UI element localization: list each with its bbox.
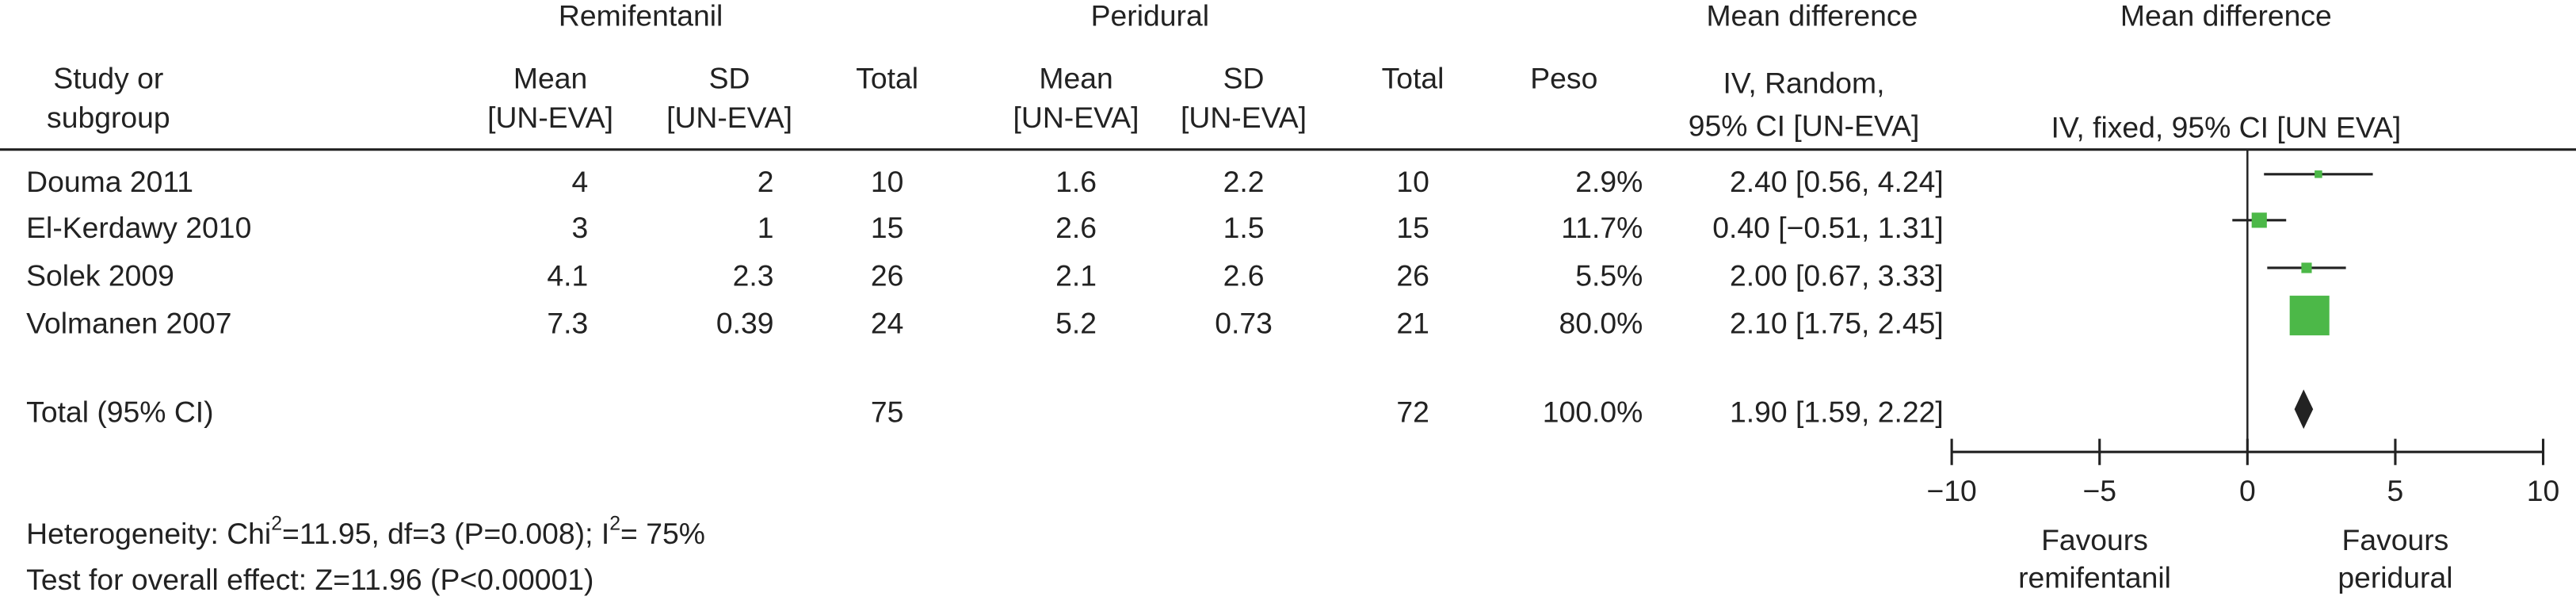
column-header: Study or	[53, 61, 163, 94]
weight-square	[2289, 296, 2330, 336]
table-cell: 10	[871, 165, 904, 198]
table-cell: 2.6	[1055, 211, 1097, 244]
table-cell: 2.2	[1223, 165, 1265, 198]
table-cell: 3	[571, 211, 588, 244]
x-tick-label: 0	[2239, 474, 2256, 507]
overall-effect: Test for overall effect: Z=11.96 (P<0.00…	[26, 563, 593, 596]
text-part: Heterogeneity: Chi	[26, 517, 271, 550]
column-header: Total	[1382, 61, 1444, 94]
superscript: 2	[609, 512, 620, 534]
table-cell: 26	[871, 258, 904, 292]
weight-label: 2.9%	[1575, 165, 1643, 198]
table-cell: 24	[871, 306, 904, 339]
ci-label: 2.10 [1.75, 2.45]	[1730, 306, 1944, 339]
weight-square	[2315, 170, 2322, 178]
column-header: IV, Random,	[1723, 67, 1885, 100]
group-header: Remifentanil	[559, 0, 723, 32]
weight-square	[2301, 262, 2312, 273]
table-cell: 4	[571, 165, 588, 198]
column-header: SD	[1223, 61, 1265, 94]
column-header: [UN-EVA]	[666, 101, 792, 134]
favours-left: remifentanil	[2018, 561, 2171, 594]
table-cell: 0.39	[716, 306, 774, 339]
column-header: Total	[856, 61, 918, 94]
table-cell: 2.6	[1223, 258, 1265, 292]
column-header: Mean	[513, 61, 587, 94]
table-cell: 26	[1396, 258, 1429, 292]
table-cell: 10	[1396, 165, 1429, 198]
superscript: 2	[271, 512, 282, 534]
x-tick-label: 5	[2387, 474, 2404, 507]
column-header: Mean	[1039, 61, 1112, 94]
table-cell: 15	[871, 211, 904, 244]
table-cell: 2.1	[1055, 258, 1097, 292]
favours-right: peridural	[2337, 561, 2452, 594]
ci-label: 2.40 [0.56, 4.24]	[1730, 165, 1944, 198]
study-name: Volmanen 2007	[26, 306, 231, 339]
total-diamond	[2294, 389, 2314, 430]
favours-left: Favours	[2041, 523, 2148, 556]
study-name: El-Kerdawy 2010	[26, 211, 251, 244]
column-header: [UN-EVA]	[1013, 101, 1139, 134]
table-cell: 1	[758, 211, 774, 244]
column-header: 95% CI [UN-EVA]	[1689, 109, 1920, 143]
column-header: [UN-EVA]	[487, 101, 613, 134]
table-cell: 2	[758, 165, 774, 198]
text-part: = 75%	[620, 517, 705, 550]
weight-label: 5.5%	[1575, 258, 1643, 292]
table-cell: 1.5	[1223, 211, 1265, 244]
column-header: [UN-EVA]	[1181, 101, 1307, 134]
ci-label: 2.00 [0.67, 3.33]	[1730, 258, 1944, 292]
text-part: =11.95, df=3 (P=0.008); I	[282, 517, 609, 550]
ci-label: 0.40 [−0.51, 1.31]	[1712, 211, 1944, 244]
study-name: Solek 2009	[26, 258, 174, 292]
table-cell: 7.3	[547, 306, 588, 339]
favours-right: Favours	[2342, 523, 2449, 556]
x-tick-label: −10	[1926, 474, 1976, 507]
weight-label: 80.0%	[1559, 306, 1643, 339]
chart-subtitle: IV, fixed, 95% CI [UN EVA]	[2051, 111, 2402, 144]
chart-title: Mean difference	[2120, 0, 2332, 32]
x-tick-label: −5	[2082, 474, 2116, 507]
table-cell: 21	[1396, 306, 1429, 339]
table-cell: 75	[871, 395, 904, 428]
study-name: Douma 2011	[26, 165, 193, 198]
column-header: SD	[709, 61, 750, 94]
x-tick-label: 10	[2527, 474, 2560, 507]
group-header: Peridural	[1091, 0, 1209, 32]
total-label: Total (95% CI)	[26, 395, 213, 428]
table-cell: 5.2	[1055, 306, 1097, 339]
group-header: Mean difference	[1706, 0, 1918, 32]
weight-label: 100.0%	[1543, 395, 1643, 428]
column-header: Peso	[1530, 61, 1597, 94]
table-cell: 1.6	[1055, 165, 1097, 198]
table-cell: 2.3	[733, 258, 774, 292]
table-cell: 72	[1396, 395, 1429, 428]
column-header: subgroup	[47, 101, 170, 134]
heterogeneity: Heterogeneity: Chi2=11.95, df=3 (P=0.008…	[26, 512, 705, 550]
table-cell: 15	[1396, 211, 1429, 244]
table-cell: 4.1	[547, 258, 588, 292]
weight-square	[2251, 212, 2267, 228]
ci-label: 1.90 [1.59, 2.22]	[1730, 395, 1944, 428]
weight-label: 11.7%	[1561, 211, 1643, 244]
table-cell: 0.73	[1215, 306, 1273, 339]
